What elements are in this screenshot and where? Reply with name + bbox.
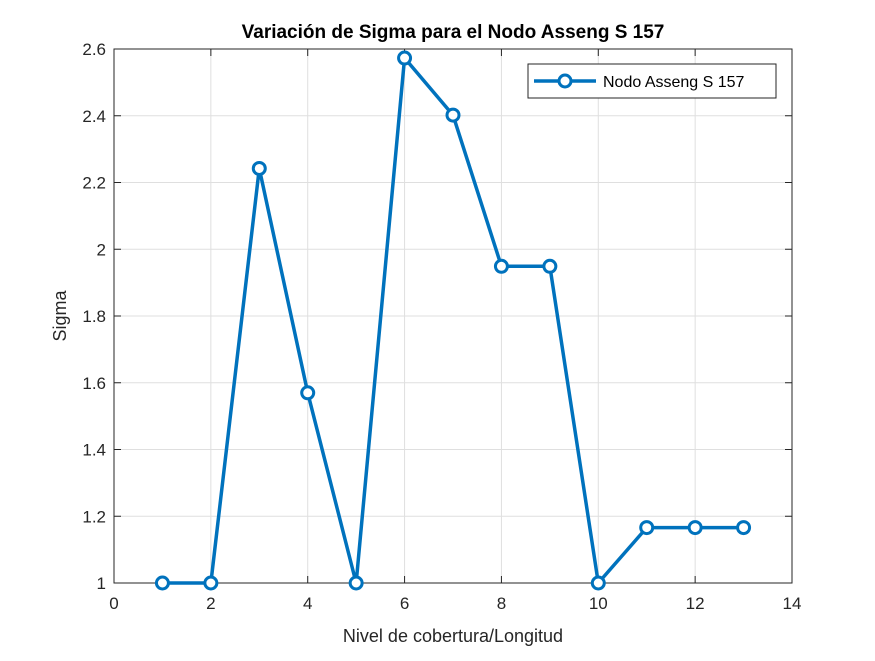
data-point <box>445 107 461 123</box>
x-tick-label: 4 <box>303 594 312 613</box>
data-point <box>251 160 267 176</box>
data-point <box>590 575 606 591</box>
data-point <box>300 385 316 401</box>
x-tick-label: 2 <box>206 594 215 613</box>
y-tick-label: 2.4 <box>82 107 106 126</box>
x-tick-label: 10 <box>589 594 608 613</box>
data-point <box>493 258 509 274</box>
data-point <box>736 520 752 536</box>
legend-label: Nodo Asseng S 157 <box>603 74 745 91</box>
chart-title: Variación de Sigma para el Nodo Asseng S… <box>242 22 665 43</box>
y-tick-label: 2 <box>97 240 106 259</box>
legend: Nodo Asseng S 157 <box>527 63 777 99</box>
x-tick-label: 0 <box>109 594 118 613</box>
y-tick-label: 1.6 <box>82 374 106 393</box>
y-tick-label: 1 <box>97 574 106 593</box>
data-point <box>687 520 703 536</box>
data-point <box>397 50 413 66</box>
y-tick-label: 2.2 <box>82 174 106 193</box>
x-tick-label: 12 <box>686 594 705 613</box>
series-layer <box>154 50 752 591</box>
data-point <box>639 520 655 536</box>
labels: Variación de Sigma para el Nodo Asseng S… <box>50 22 664 646</box>
legend-marker-sample <box>557 73 573 89</box>
data-point <box>542 258 558 274</box>
y-tick-label: 2.6 <box>82 40 106 59</box>
x-tick-label: 6 <box>400 594 409 613</box>
axes: 0 2 4 6 8 10 12 14 1 1.2 1.4 1.6 1.8 2 2.2 2.4 2.6 <box>82 40 801 613</box>
data-point <box>203 575 219 591</box>
y-tick-label: 1.2 <box>82 507 106 526</box>
y-tick-label: 1.8 <box>82 307 106 326</box>
x-tick-label: 14 <box>783 594 802 613</box>
data-point <box>348 575 364 591</box>
x-axis-label: Nivel de cobertura/Longitud <box>343 626 563 646</box>
data-point <box>154 575 170 591</box>
y-tick-label: 1.4 <box>82 441 106 460</box>
y-axis-label: Sigma <box>50 290 70 342</box>
x-tick-label: 8 <box>497 594 506 613</box>
